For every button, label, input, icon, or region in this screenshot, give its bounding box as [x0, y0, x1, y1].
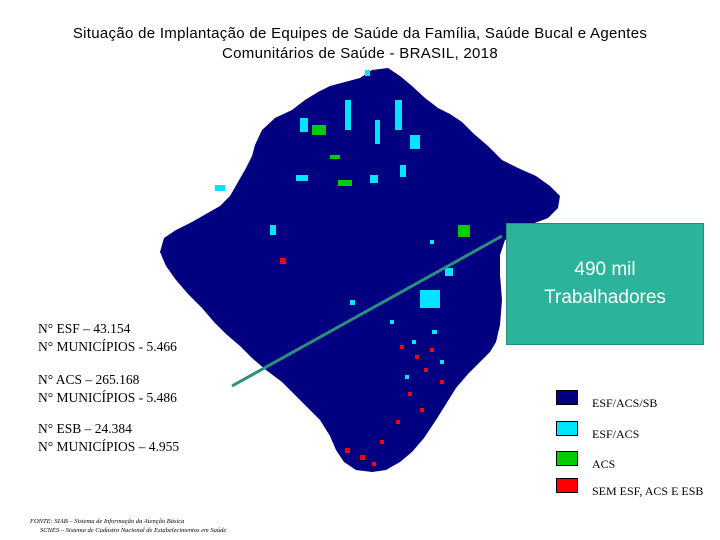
stat-esb-municipalities: N° MUNICÍPIOS – 4.955	[38, 439, 180, 454]
legend-label: ESF/ACS	[592, 427, 640, 441]
sem-cobertura-patch	[400, 345, 404, 349]
sem-cobertura-patch	[415, 355, 419, 359]
stat-acs: N° ACS – 265.168 N° MUNICÍPIOS - 5.486	[38, 371, 177, 407]
sem-cobertura-patch	[396, 420, 400, 424]
acs-patch	[330, 155, 340, 159]
stat-acs-municipalities: N° MUNICÍPIOS - 5.486	[38, 390, 177, 405]
esf-acs-patch	[365, 70, 370, 76]
legend-swatch	[556, 478, 578, 493]
legend-label: ACS	[592, 457, 616, 471]
esf-acs-patch	[405, 375, 409, 379]
legend-label: SEM ESF, ACS E ESB	[592, 484, 704, 498]
legend-item-esf-acs: ESF/ACS	[556, 421, 639, 441]
sem-cobertura-patch	[345, 448, 350, 453]
esf-acs-patch	[350, 300, 355, 305]
sem-cobertura-patch	[430, 348, 434, 352]
esf-acs-patch	[390, 320, 394, 324]
sem-cobertura-patch	[360, 455, 365, 460]
legend-item-esf-acs-sb: ESF/ACS/SB	[556, 390, 657, 410]
acs-patch	[338, 180, 352, 186]
esf-acs-patch	[296, 175, 308, 181]
source-line-1: FONTE: SIAB – Sistema de Informação da A…	[30, 518, 185, 525]
stat-esf: N° ESF – 43.154 N° MUNICÍPIOS - 5.466	[38, 320, 177, 356]
sem-cobertura-patch	[408, 392, 412, 396]
sem-cobertura-patch	[372, 462, 376, 466]
esf-acs-patch	[440, 360, 444, 364]
esf-acs-patch	[395, 100, 402, 130]
sem-esf-acs-esb-areas	[280, 258, 444, 466]
title-line-2: Comunitários de Saúde - BRASIL, 2018	[222, 45, 498, 62]
esf-acs-patch	[215, 185, 225, 191]
callout-line-2: Trabalhadores	[544, 287, 666, 308]
legend-swatch	[556, 390, 578, 405]
esf-acs-patch	[420, 290, 440, 308]
esf-acs-patch	[270, 225, 276, 235]
legend-label: ESF/ACS/SB	[592, 396, 658, 410]
callout-pointer-line	[231, 234, 503, 388]
esf-acs-patch	[445, 268, 453, 276]
sem-cobertura-patch	[380, 440, 384, 444]
acs-patch	[458, 225, 470, 237]
esf-acs-patch	[345, 100, 351, 130]
esf-acs-patch	[370, 175, 378, 183]
source-line-2: SCNES – Sistema de Cadastro Nacional de …	[40, 527, 227, 534]
esf-acs-patch	[400, 165, 406, 177]
workers-callout: 490 mil Trabalhadores	[506, 223, 704, 345]
legend-item-sem-cobertura: SEM ESF, ACS E ESB	[556, 478, 703, 498]
stat-esf-count: N° ESF – 43.154	[38, 321, 131, 336]
esf-acs-patch	[300, 118, 308, 132]
brazil-country-shape	[160, 68, 560, 472]
stat-acs-count: N° ACS – 265.168	[38, 372, 140, 387]
sem-cobertura-patch	[420, 408, 424, 412]
map-title: Situação de Implantação de Equipes de Sa…	[0, 24, 720, 64]
stat-esf-municipalities: N° MUNICÍPIOS - 5.466	[38, 339, 177, 354]
source-footer: FONTE: SIAB – Sistema de Informação da A…	[30, 517, 226, 535]
esf-acs-patch	[410, 135, 420, 149]
stat-esb: N° ESB – 24.384 N° MUNICÍPIOS – 4.955	[38, 420, 179, 456]
sem-cobertura-patch	[440, 380, 444, 384]
stat-esb-count: N° ESB – 24.384	[38, 421, 132, 436]
sem-cobertura-patch	[424, 368, 428, 372]
esf-acs-patch	[430, 240, 434, 244]
legend-swatch	[556, 451, 578, 466]
acs-patch	[312, 125, 326, 135]
esf-acs-patch	[412, 340, 416, 344]
callout-line-1: 490 mil	[574, 259, 636, 280]
legend-swatch	[556, 421, 578, 436]
esf-acs-patch	[432, 330, 437, 334]
acs-areas	[312, 125, 470, 237]
sem-cobertura-patch	[280, 258, 286, 264]
esf-acs-areas	[215, 70, 453, 379]
esf-acs-patch	[375, 120, 380, 144]
legend-item-acs: ACS	[556, 451, 615, 471]
title-line-1: Situação de Implantação de Equipes de Sa…	[72, 25, 648, 42]
